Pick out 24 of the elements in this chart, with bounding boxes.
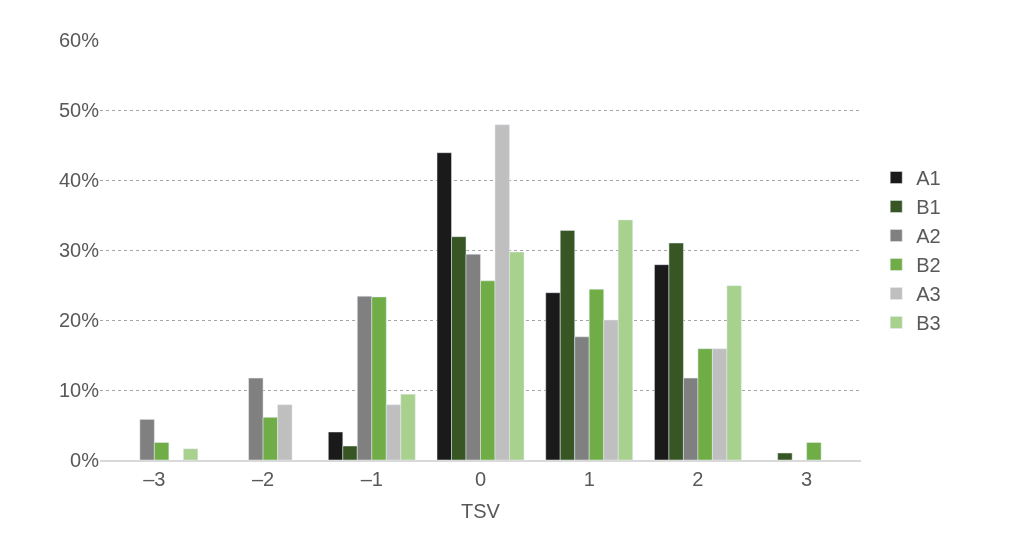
bar [183,448,199,460]
legend-label: B1 [916,196,941,219]
x-tick-label: –1 [360,468,383,490]
legend-label: A1 [916,167,941,190]
x-tick-label: 0 [474,468,487,490]
y-tick-label: 10% [58,379,100,401]
y-tick-label: 0% [70,449,100,471]
y-tick-label: 50% [58,99,100,121]
x-axis-title: TSV [461,500,501,522]
y-tick-label: 40% [58,169,100,191]
legend-label: B3 [916,312,941,335]
y-tick-label: 30% [58,239,100,261]
x-tick-label: –2 [251,468,275,490]
x-tick-label: 3 [801,468,813,490]
y-tick-label: 20% [58,309,100,331]
bar [777,452,793,460]
bar [806,442,822,460]
x-tick-label: 2 [692,468,704,490]
legend-label: A2 [916,225,941,248]
x-tick-label: 1 [583,468,595,490]
legend-label: A3 [916,283,941,306]
legend-label: B2 [916,254,941,277]
x-tick-label: –3 [143,468,166,490]
y-tick-label: 60% [58,29,100,51]
